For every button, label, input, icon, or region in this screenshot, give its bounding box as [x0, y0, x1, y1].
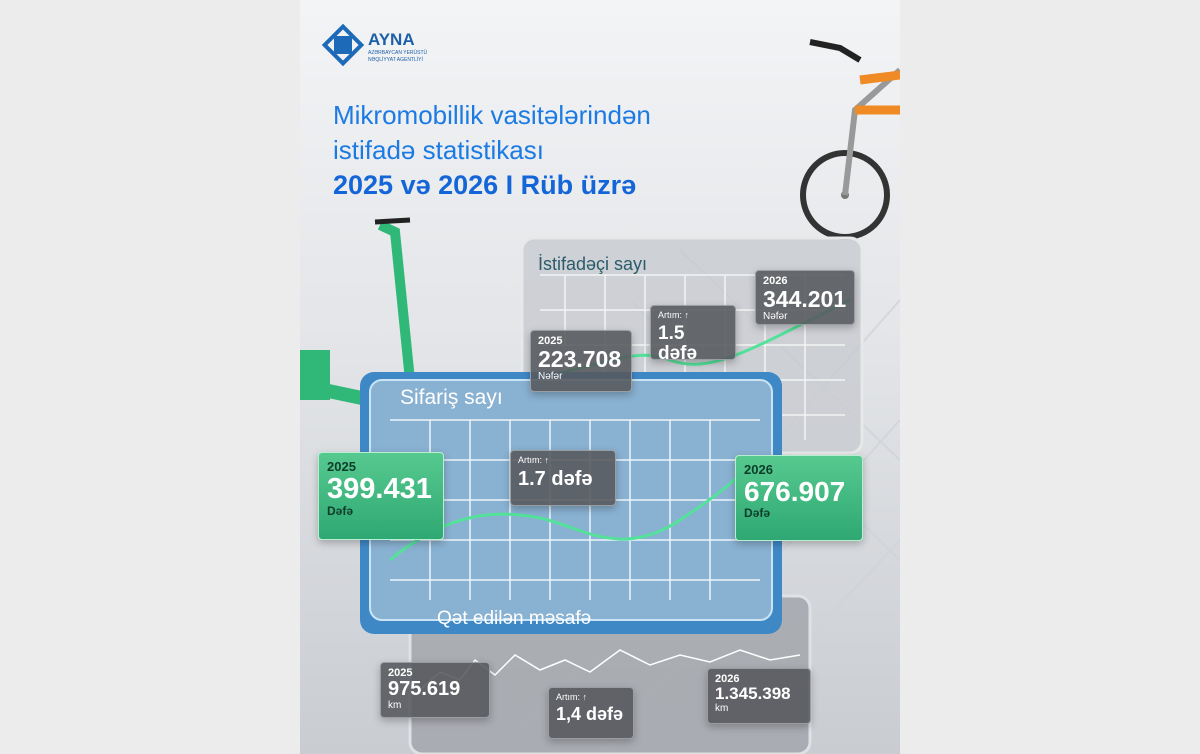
growth-value: 1,4 dəfə — [556, 704, 624, 724]
unit: km — [388, 700, 402, 711]
growth-box: Artım: ↑ 1.7 dəfə — [510, 450, 616, 506]
title-line: Mikromobillik vasitələrindən — [333, 100, 651, 130]
growth-label: Artım: ↑ — [556, 692, 587, 702]
value: 676.907 — [744, 476, 846, 507]
unit: Nəfər — [763, 311, 788, 323]
value: 344.201 — [763, 286, 847, 312]
value-box: 2026 1.345.398 km — [707, 668, 811, 724]
growth-label: Artım: ↑ — [658, 310, 689, 320]
value-box: 2025 975.619 km — [380, 662, 490, 718]
unit: Nəfər — [538, 371, 563, 383]
value-box: 2026 676.907 Dəfə — [735, 455, 863, 541]
value: 399.431 — [327, 473, 432, 505]
unit: km — [715, 702, 729, 714]
value-box: 2025 223.708 Nəfər — [530, 330, 632, 392]
poster: AYNA AZƏRBAYCAN YERÜSTÜ NƏQLİYYAT AGENTL… — [300, 0, 900, 754]
year: 2026 — [744, 462, 773, 477]
unit: Dəfə — [744, 506, 771, 521]
logo-mark — [321, 23, 365, 67]
year: 2025 — [388, 667, 413, 679]
value-box: 2026 344.201 Nəfər — [755, 270, 855, 325]
growth-value: 1.5 dəfə — [658, 323, 698, 364]
growth-label: Artım: ↑ — [518, 455, 549, 465]
growth-box: Artım: ↑ 1.5 dəfə — [650, 305, 736, 363]
year: 2026 — [763, 275, 788, 287]
value-box: 2025 399.431 Dəfə — [318, 452, 444, 540]
logo-name: AYNA — [368, 30, 415, 49]
year: 2025 — [538, 335, 563, 347]
panel-title: Qət edilən məsafə — [437, 608, 592, 629]
logo-subtitle: AZƏRBAYCAN YERÜSTÜ NƏQLİYYAT AGENTLİYİ — [368, 50, 428, 63]
panel-title: İstifadəçi sayı — [538, 254, 648, 274]
value: 223.708 — [538, 346, 622, 372]
value: 975.619 — [388, 678, 461, 700]
growth-value: 1.7 dəfə — [518, 468, 593, 490]
unit: Dəfə — [327, 504, 354, 519]
year: 2026 — [715, 673, 740, 685]
title-line: istifadə statistikası — [333, 135, 544, 165]
year: 2025 — [327, 459, 356, 474]
panel-title: Sifariş sayı — [400, 386, 503, 409]
title-line: 2025 və 2026 I Rüb üzrə — [333, 170, 637, 200]
value: 1.345.398 — [715, 684, 791, 703]
growth-box: Artım: ↑ 1,4 dəfə — [548, 687, 634, 739]
bicycle — [800, 39, 900, 240]
